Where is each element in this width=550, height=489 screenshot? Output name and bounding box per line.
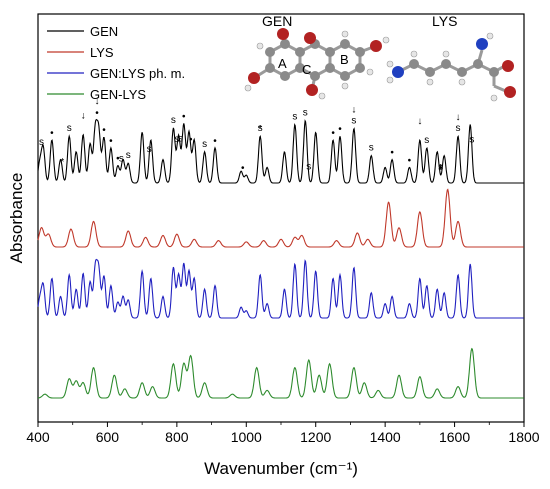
peak-mark-s: s: [174, 134, 179, 145]
series-line-3: [37, 258, 524, 319]
peak-mark-s: s: [126, 150, 131, 161]
peak-mark-s: s: [306, 162, 311, 173]
peak-mark-s: s: [147, 144, 152, 155]
peak-mark-dot: •: [50, 128, 54, 139]
peak-mark-dot: •: [213, 136, 217, 147]
gen-molecule-title: GEN: [262, 13, 292, 29]
peak-mark-dot: •: [95, 108, 99, 119]
peak-mark-s: s: [303, 108, 308, 119]
peak-mark-s: s: [351, 115, 356, 126]
series-line-1: [37, 118, 524, 184]
peak-mark-dot: •: [189, 134, 193, 145]
peak-mark-star: *: [439, 163, 443, 174]
peak-mark-star: *: [258, 124, 262, 135]
peak-mark-dot: •: [338, 124, 342, 135]
peak-mark-s: s: [39, 137, 44, 148]
peak-mark-dot: •: [408, 155, 412, 166]
series-layer: [37, 118, 524, 399]
peak-mark-dot: •: [331, 128, 335, 139]
peak-mark-s: s: [258, 123, 263, 134]
ring-c-label: C: [302, 62, 311, 77]
x-tick-label-1400: 1400: [370, 429, 401, 445]
legend-label-3: GEN:LYS ph. m.: [90, 66, 185, 81]
x-tick-label-1800: 1800: [508, 429, 539, 445]
x-tick-label-400: 400: [26, 429, 50, 445]
legend-label-2: LYS: [90, 45, 114, 60]
x-axis: 400 600 800 1000 1200 1400 1600 1800: [26, 422, 540, 445]
series-line-2: [37, 188, 524, 248]
peak-mark-s: s: [202, 139, 207, 150]
legend: GEN LYS GEN:LYS ph. m. GEN-LYS: [47, 24, 185, 102]
peak-mark-s: s: [438, 162, 443, 173]
molecule-inset: GEN LYS: [244, 13, 516, 102]
peak-mark-arrow: ↓: [81, 111, 86, 122]
series-line-4: [38, 347, 524, 399]
peak-mark-s: s: [292, 112, 297, 123]
gen-atoms: [244, 28, 390, 100]
peak-mark-dot: •: [109, 136, 113, 147]
peak-mark-dot: •: [116, 154, 120, 165]
peak-mark-arrow: ↓: [95, 96, 100, 107]
lys-atoms: [386, 32, 516, 102]
peak-mark-arrow: ↓: [351, 104, 356, 115]
ring-a-label: A: [278, 56, 287, 71]
peak-mark-s: s: [469, 135, 474, 146]
y-axis-title: Absorbance: [7, 173, 26, 264]
legend-label-1: GEN: [90, 24, 118, 39]
x-tick-label-1600: 1600: [439, 429, 470, 445]
x-tick-label-1000: 1000: [231, 429, 262, 445]
x-tick-label-1200: 1200: [300, 429, 331, 445]
x-tick-label-600: 600: [96, 429, 120, 445]
legend-label-4: GEN-LYS: [90, 87, 146, 102]
peak-mark-arrow: ↓: [417, 116, 422, 127]
peak-mark-dot: •: [102, 125, 106, 136]
peak-mark-s: s: [171, 115, 176, 126]
peak-mark-s: s: [119, 153, 124, 164]
peak-mark-dot: •: [390, 148, 394, 159]
peak-mark-s: s: [178, 134, 183, 145]
peak-mark-dot: •: [241, 163, 245, 174]
peak-mark-dot: •: [439, 163, 443, 174]
ring-b-label: B: [340, 52, 349, 67]
peak-mark-arrow: ↓: [456, 112, 461, 123]
peak-mark-s: s: [424, 135, 429, 146]
x-tick-label-800: 800: [165, 429, 189, 445]
x-axis-title: Wavenumber (cm⁻¹): [204, 459, 358, 478]
peak-mark-s: s: [456, 123, 461, 134]
peak-mark-star: *: [60, 157, 64, 168]
peak-mark-s: s: [369, 143, 374, 154]
lys-molecule-title: LYS: [432, 13, 457, 29]
peak-mark-s: s: [67, 123, 72, 134]
peak-mark-dot: •: [182, 111, 186, 122]
